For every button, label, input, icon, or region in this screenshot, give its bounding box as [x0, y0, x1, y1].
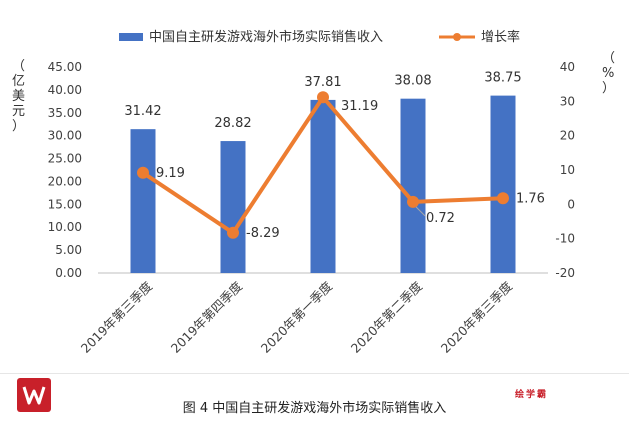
label-leader-line	[415, 206, 426, 217]
bar	[490, 95, 516, 273]
left-tick-label: 20.00	[48, 174, 82, 188]
growth-value-label: 9.19	[156, 166, 185, 181]
right-tick-label: 10	[560, 163, 575, 177]
bar-value-label: 38.75	[484, 71, 521, 86]
divider	[0, 373, 629, 374]
legend-bar-label: 中国自主研发游戏海外市场实际销售收入	[149, 29, 383, 45]
right-tick-label: 30	[560, 94, 575, 108]
bar	[400, 98, 426, 273]
legend: 中国自主研发游戏海外市场实际销售收入 增长率	[119, 29, 520, 45]
legend-bar-swatch	[119, 33, 143, 41]
right-tick-label: -20	[555, 266, 575, 280]
w-logo-icon	[22, 386, 46, 405]
right-axis-ticks: -20 -10 0 10 20 30 40	[555, 60, 575, 280]
left-tick-label: 35.00	[48, 106, 82, 120]
growth-value-label: 0.72	[426, 211, 455, 226]
legend-line-marker	[453, 33, 461, 41]
growth-value-label: 1.76	[516, 191, 545, 206]
bar-value-label: 37.81	[304, 75, 341, 90]
bar-series	[130, 95, 516, 274]
bar-value-label: 38.08	[394, 74, 431, 89]
left-axis-ticks: 0.00 5.00 10.00 15.00 20.00 25.00 30.00 35.00 40…	[48, 60, 82, 280]
growth-point	[497, 192, 509, 205]
right-tick-label: 0	[567, 197, 575, 211]
bar	[220, 141, 246, 273]
growth-data-labels: 9.19 -8.29 31.19 0.72 1.76	[156, 99, 545, 241]
growth-line-series	[137, 91, 509, 239]
bar	[130, 129, 156, 273]
left-tick-label: 0.00	[55, 266, 82, 280]
bar	[310, 99, 336, 274]
growth-value-label: 31.19	[341, 99, 378, 114]
growth-point	[317, 91, 329, 104]
figure-caption: 图 4 中国自主研发游戏海外市场实际销售收入	[182, 401, 447, 416]
legend-line-label: 增长率	[481, 29, 520, 45]
right-tick-label: -10	[555, 232, 575, 246]
left-tick-label: 5.00	[55, 243, 82, 257]
left-tick-label: 15.00	[48, 197, 82, 211]
right-axis-title: （%）	[602, 51, 615, 96]
logo	[17, 378, 51, 412]
left-tick-label: 45.00	[48, 60, 82, 74]
growth-point	[407, 195, 419, 208]
growth-point	[227, 226, 239, 239]
left-axis-title: （亿美元）	[12, 59, 25, 134]
x-category-label: 2020年第三季度	[438, 278, 516, 356]
bar-value-label: 31.42	[124, 104, 161, 119]
x-category-label: 2019年第四季度	[168, 278, 246, 356]
growth-point	[137, 166, 149, 179]
watermark: 绘学霸	[515, 390, 549, 400]
right-tick-label: 20	[560, 129, 575, 143]
growth-value-label: -8.29	[246, 226, 280, 241]
x-axis-labels: 2019年第三季度 2019年第四季度 2020年第一季度 2020年第二季度 2020…	[78, 278, 516, 356]
bar-value-label: 28.82	[214, 116, 251, 131]
x-category-label: 2019年第三季度	[78, 278, 156, 356]
left-tick-label: 30.00	[48, 129, 82, 143]
bar-data-labels: 31.42 28.82 37.81 38.08 38.75	[124, 71, 521, 131]
x-category-label: 2020年第一季度	[258, 278, 336, 356]
right-tick-label: 40	[560, 60, 575, 74]
x-category-label: 2020年第二季度	[348, 278, 426, 356]
left-tick-label: 25.00	[48, 152, 82, 166]
left-tick-label: 10.00	[48, 220, 82, 234]
left-tick-label: 40.00	[48, 83, 82, 97]
